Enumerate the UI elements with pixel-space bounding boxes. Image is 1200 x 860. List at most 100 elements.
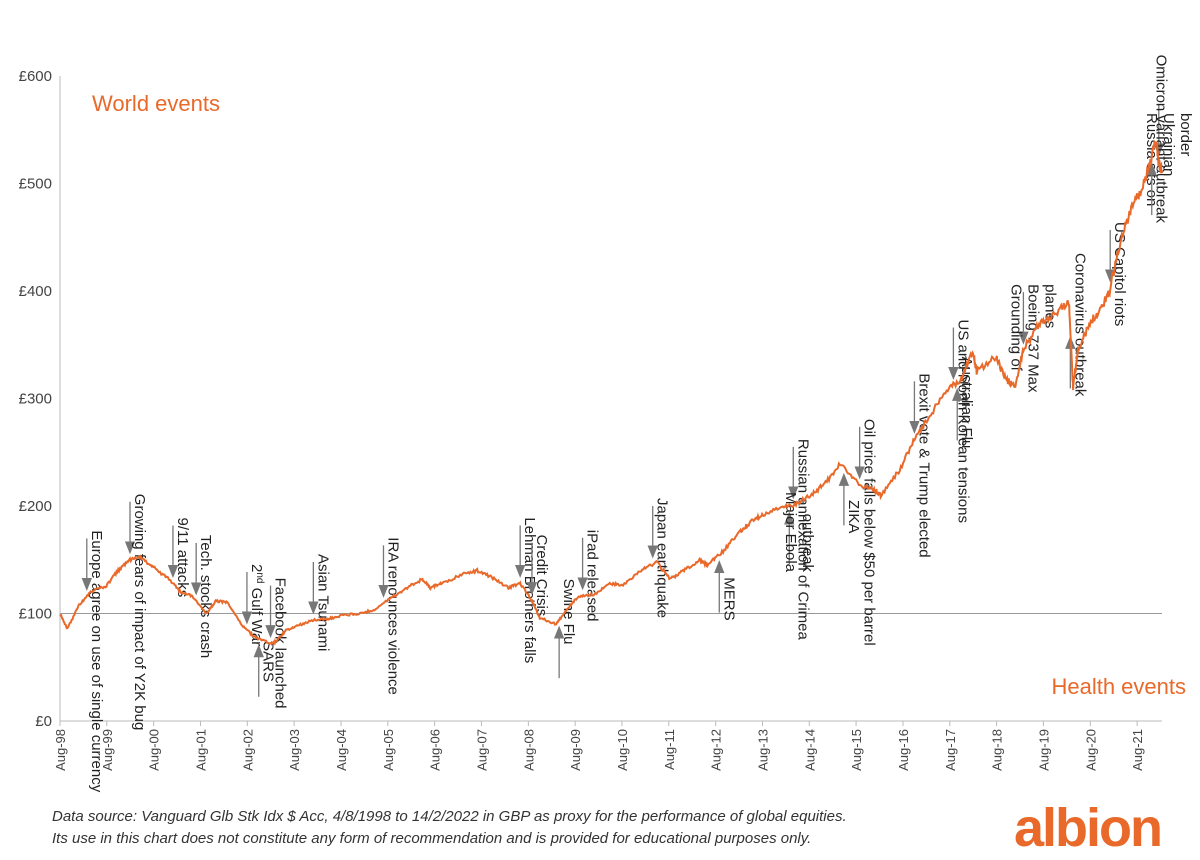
health-event-annotation: Swine Flu: [553, 579, 577, 679]
world-event-annotation: Facebook launched: [265, 578, 289, 709]
chart-svg: £0£100£200£300£400£500£600 Aug-98 Aug-99 A…: [19, 55, 1194, 793]
x-tick-label: Aug-07: [474, 729, 489, 771]
y-axis-ticks: £0 £100 £200 £300 £400 £500 £600: [19, 68, 52, 730]
x-tick-label: Aug-01: [194, 729, 209, 771]
annotation-label: Grounding of: [1007, 284, 1024, 372]
x-tick-label: Aug-12: [709, 729, 724, 771]
price-series-line: [59, 139, 1163, 646]
x-tick-label: Aug-18: [990, 729, 1005, 771]
x-tick-label: Aug-00: [147, 729, 162, 771]
y-tick-label: £500: [19, 176, 52, 193]
x-tick-label: Aug-04: [334, 729, 349, 771]
x-tick-label: Aug-20: [1083, 729, 1098, 771]
annotation-label: Tech. stocks crash: [197, 535, 214, 658]
y-tick-label: £100: [19, 606, 52, 623]
y-tick-label: £400: [19, 283, 52, 300]
annotation-label: Europe agree on use of single currency: [88, 530, 105, 792]
world-event-annotation: Grounding of Boeing 737 Max planes: [1007, 284, 1058, 393]
annotation-label: Japan earthquake: [654, 498, 671, 618]
x-tick-label: Aug-99: [100, 729, 115, 771]
x-tick-label: Aug-06: [428, 729, 443, 771]
world-event-annotation: Europe agree on use of single currency: [81, 530, 105, 793]
world-events-label: World events: [92, 91, 220, 116]
x-tick-label: Aug-16: [896, 729, 911, 771]
x-tick-label: Aug-14: [802, 729, 817, 771]
x-tick-label: Aug-10: [615, 729, 630, 771]
world-event-annotation: 2nd Gulf War: [241, 564, 265, 646]
world-event-annotation: IRA renounces violence: [378, 537, 402, 695]
annotation-label: Coronavirus outbreak: [1071, 253, 1088, 397]
annotation-label: border: [1177, 113, 1194, 156]
y-tick-label: £0: [35, 713, 52, 730]
x-tick-label: Aug-09: [568, 729, 583, 771]
annotation-label: planes: [1041, 284, 1058, 328]
annotation-label: ZIKA: [845, 500, 862, 533]
annotation-label: Brexit vote & Trump elected: [915, 373, 932, 557]
x-tick-label: Aug-15: [849, 729, 864, 771]
annotation-label: Asian Tsunami: [314, 554, 331, 651]
annotation-label-rest: Gulf War: [248, 583, 265, 646]
annotation-label: SARS: [260, 641, 277, 682]
world-event-annotation: Tech. stocks crash: [190, 535, 214, 658]
y-tick-label: £600: [19, 68, 52, 85]
annotation-label: MERS: [720, 577, 737, 620]
x-tick-label: Aug-11: [662, 729, 677, 770]
annotation-label: Boeing 737 Max: [1024, 284, 1041, 393]
x-tick-label: Aug-17: [943, 729, 958, 771]
x-axis-ticks: Aug-98 Aug-99 Aug-00 Aug-01 Aug-02 Aug-03 Aug-…: [53, 721, 1145, 771]
annotation-label: Oil price falls below $50 per barrel: [861, 419, 878, 646]
world-event-annotation: 9/11 attacks: [167, 518, 191, 598]
annotation-label-ordinal-number: 2: [248, 564, 265, 572]
annotation-label: Swine Flu: [560, 579, 577, 645]
x-tick-label: Aug-03: [287, 729, 302, 771]
annotation-label: Major Ebola: [782, 492, 799, 573]
annotation-label: 9/11 attacks: [174, 518, 191, 598]
annotation-label: Facebook launched: [272, 578, 289, 709]
world-event-annotation: Credit Crisis: [526, 535, 550, 617]
world-event-annotation: iPad released: [577, 530, 601, 622]
health-event-annotation: Major Ebola outbreak: [782, 492, 816, 573]
world-event-annotation: Growing fears of impact of Y2K bug: [124, 494, 148, 731]
annotation-label: Australian Flu: [958, 357, 975, 449]
health-event-annotation: Omicron variant outbreak: [1146, 55, 1170, 224]
x-tick-label: Aug-21: [1130, 729, 1145, 771]
health-event-annotation: Coronavirus outbreak: [1065, 253, 1088, 397]
x-tick-label: Aug-98: [53, 729, 68, 771]
annotation-label: IRA renounces violence: [385, 537, 402, 695]
world-event-annotation: Japan earthquake: [647, 498, 671, 618]
axes: [59, 76, 1162, 722]
y-tick-label: £300: [19, 391, 52, 408]
world-event-annotation: US and North Korean tensions: [948, 320, 971, 523]
world-event-annotation: Russian annexation of Crimea: [788, 439, 811, 641]
x-tick-label: Aug-08: [521, 729, 536, 771]
source-line-1: Data source: Vanguard Glb Stk Idx $ Acc,…: [52, 808, 847, 825]
annotation-label: Russian annexation of Crimea: [794, 439, 811, 641]
x-tick-label: Aug-19: [1036, 729, 1051, 771]
annotation-label: iPad released: [584, 530, 601, 622]
x-tick-label: Aug-13: [755, 729, 770, 771]
event-annotations: Europe agree on use of single currency Gr…: [81, 55, 1194, 793]
health-event-annotation: SARS: [253, 641, 277, 697]
annotation-label: Credit Crisis: [533, 535, 550, 617]
health-event-annotation: MERS: [714, 560, 737, 621]
annotation-label: US Capitol riots: [1111, 222, 1128, 326]
albion-logo: albion: [1014, 798, 1163, 858]
annotation-label: US and North Korean tensions: [954, 320, 971, 523]
world-event-annotation: Brexit vote & Trump elected: [909, 373, 932, 558]
annotation-label: Omicron variant outbreak: [1153, 55, 1170, 224]
annotation-label: Ukrainian: [1160, 113, 1177, 176]
source-note: Data source: Vanguard Glb Stk Idx $ Acc,…: [52, 806, 952, 850]
annotation-label: 2nd Gulf War: [248, 564, 265, 646]
world-event-annotation: US Capitol riots: [1105, 222, 1128, 326]
x-tick-label: Aug-05: [381, 729, 396, 771]
source-line-2: Its use in this chart does not constitut…: [52, 830, 812, 847]
annotation-label-ordinal-suffix: nd: [254, 572, 265, 583]
health-events-label: Health events: [1051, 674, 1186, 699]
annotation-label: outbreak: [799, 514, 816, 573]
y-tick-label: £200: [19, 498, 52, 515]
x-tick-label: Aug-02: [240, 729, 255, 771]
world-event-annotation: Asian Tsunami: [308, 554, 331, 651]
health-event-annotation: ZIKA: [838, 472, 862, 533]
world-event-annotation: Oil price falls below $50 per barrel: [854, 419, 878, 646]
annotation-label: Growing fears of impact of Y2K bug: [131, 494, 148, 731]
